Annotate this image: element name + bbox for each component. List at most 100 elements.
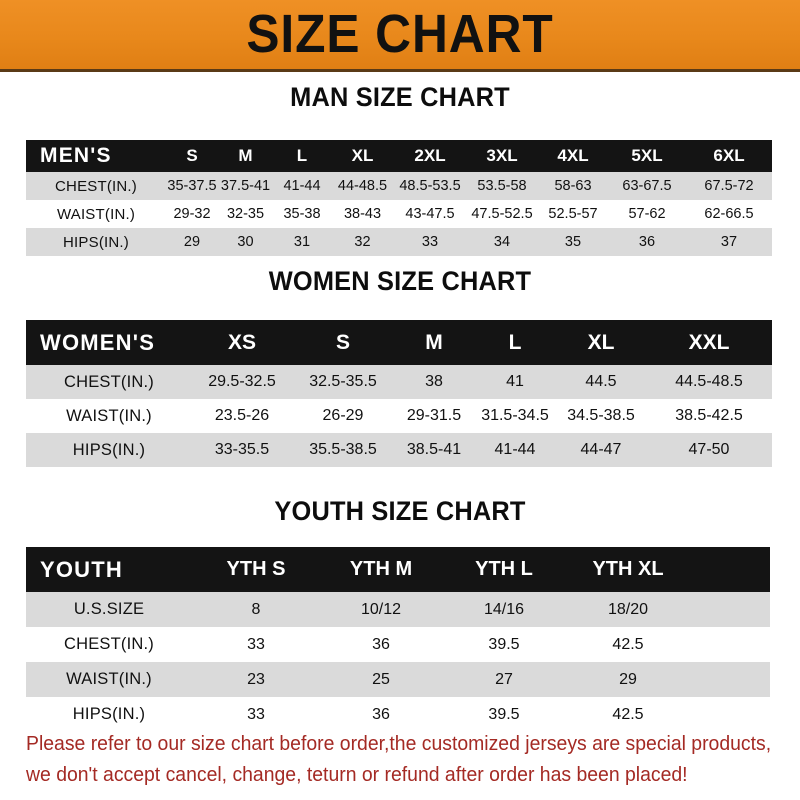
cell: 33-35.5: [192, 433, 292, 467]
table-row: CHEST(IN.) 33 36 39.5 42.5: [26, 627, 770, 662]
women-col-l: L: [474, 320, 556, 365]
cell: 41-44: [273, 172, 331, 200]
row-label: CHEST(IN.): [26, 172, 166, 200]
men-col-2xl: 2XL: [394, 140, 466, 172]
cell: 31.5-34.5: [474, 399, 556, 433]
cell: 29: [566, 662, 690, 697]
cell: 36: [320, 627, 442, 662]
cell: 25: [320, 662, 442, 697]
table-row: HIPS(IN.) 33 36 39.5 42.5: [26, 697, 770, 732]
cell: 29.5-32.5: [192, 365, 292, 399]
order-policy-line-1: Please refer to our size chart before or…: [26, 733, 772, 755]
women-col-xxl: XXL: [646, 320, 772, 365]
men-col-m: M: [218, 140, 273, 172]
cell: 32.5-35.5: [292, 365, 394, 399]
men-col-6xl: 6XL: [686, 140, 772, 172]
cell: 41: [474, 365, 556, 399]
order-policy-note: Please refer to our size chart before or…: [26, 729, 772, 791]
cell: 42.5: [566, 697, 690, 732]
cell: 8: [192, 592, 320, 627]
cell: 62-66.5: [686, 200, 772, 228]
cell: 31: [273, 228, 331, 256]
row-label: HIPS(IN.): [26, 697, 192, 732]
cell: 23: [192, 662, 320, 697]
youth-size-table: YOUTH YTH S YTH M YTH L YTH XL U.S.SIZE …: [26, 547, 770, 732]
cell: 52.5-57: [538, 200, 608, 228]
youth-col-m: YTH M: [320, 547, 442, 592]
table-row: CHEST(IN.) 35-37.5 37.5-41 41-44 44-48.5…: [26, 172, 772, 200]
cell: 34: [466, 228, 538, 256]
cell: 39.5: [442, 627, 566, 662]
cell: 33: [192, 697, 320, 732]
cell: 29-31.5: [394, 399, 474, 433]
cell: 43-47.5: [394, 200, 466, 228]
women-col-xl: XL: [556, 320, 646, 365]
table-row: WAIST(IN.) 23 25 27 29: [26, 662, 770, 697]
cell: 39.5: [442, 697, 566, 732]
row-label: WAIST(IN.): [26, 662, 192, 697]
row-label: CHEST(IN.): [26, 627, 192, 662]
cell: 44-48.5: [331, 172, 394, 200]
table-header-row: WOMEN'S XS S M L XL XXL: [26, 320, 772, 365]
cell: 37: [686, 228, 772, 256]
cell: 29: [166, 228, 218, 256]
women-col-xs: XS: [192, 320, 292, 365]
youth-header-label: YOUTH: [26, 547, 192, 592]
cell: 35.5-38.5: [292, 433, 394, 467]
cell: 34.5-38.5: [556, 399, 646, 433]
men-col-s: S: [166, 140, 218, 172]
section-title-women: WOMEN SIZE CHART: [268, 266, 532, 296]
cell: 32: [331, 228, 394, 256]
table-row: HIPS(IN.) 29 30 31 32 33 34 35 36 37: [26, 228, 772, 256]
table-header-row: YOUTH YTH S YTH M YTH L YTH XL: [26, 547, 770, 592]
row-label: WAIST(IN.): [26, 200, 166, 228]
cell: 10/12: [320, 592, 442, 627]
cell: 42.5: [566, 627, 690, 662]
cell: 32-35: [218, 200, 273, 228]
section-title-youth: YOUTH SIZE CHART: [274, 496, 526, 526]
cell: 33: [192, 627, 320, 662]
cell: [690, 662, 770, 697]
table-row: HIPS(IN.) 33-35.5 35.5-38.5 38.5-41 41-4…: [26, 433, 772, 467]
page-title: SIZE CHART: [246, 3, 554, 64]
cell: 48.5-53.5: [394, 172, 466, 200]
men-col-xl: XL: [331, 140, 394, 172]
cell: 38.5-42.5: [646, 399, 772, 433]
cell: 41-44: [474, 433, 556, 467]
men-header-label: MEN'S: [26, 140, 166, 172]
row-label: WAIST(IN.): [26, 399, 192, 433]
cell: [690, 697, 770, 732]
cell: 14/16: [442, 592, 566, 627]
cell: 18/20: [566, 592, 690, 627]
cell: 35-38: [273, 200, 331, 228]
men-col-l: L: [273, 140, 331, 172]
table-row: WAIST(IN.) 29-32 32-35 35-38 38-43 43-47…: [26, 200, 772, 228]
cell: 63-67.5: [608, 172, 686, 200]
cell: 23.5-26: [192, 399, 292, 433]
men-col-5xl: 5XL: [608, 140, 686, 172]
cell: 35: [538, 228, 608, 256]
youth-col-s: YTH S: [192, 547, 320, 592]
table-row: WAIST(IN.) 23.5-26 26-29 29-31.5 31.5-34…: [26, 399, 772, 433]
section-title-man: MAN SIZE CHART: [290, 82, 510, 112]
youth-col-empty: [690, 547, 770, 592]
cell: [690, 627, 770, 662]
row-label: U.S.SIZE: [26, 592, 192, 627]
men-col-3xl: 3XL: [466, 140, 538, 172]
table-header-row: MEN'S S M L XL 2XL 3XL 4XL 5XL 6XL: [26, 140, 772, 172]
men-col-4xl: 4XL: [538, 140, 608, 172]
cell: 36: [608, 228, 686, 256]
row-label: HIPS(IN.): [26, 433, 192, 467]
cell: 44.5: [556, 365, 646, 399]
cell: 38-43: [331, 200, 394, 228]
row-label: HIPS(IN.): [26, 228, 166, 256]
women-size-table: WOMEN'S XS S M L XL XXL CHEST(IN.) 29.5-…: [26, 320, 772, 467]
page-banner: SIZE CHART: [0, 0, 800, 72]
cell: 36: [320, 697, 442, 732]
row-label: CHEST(IN.): [26, 365, 192, 399]
cell: 47.5-52.5: [466, 200, 538, 228]
cell: 30: [218, 228, 273, 256]
cell: 38.5-41: [394, 433, 474, 467]
cell: 53.5-58: [466, 172, 538, 200]
